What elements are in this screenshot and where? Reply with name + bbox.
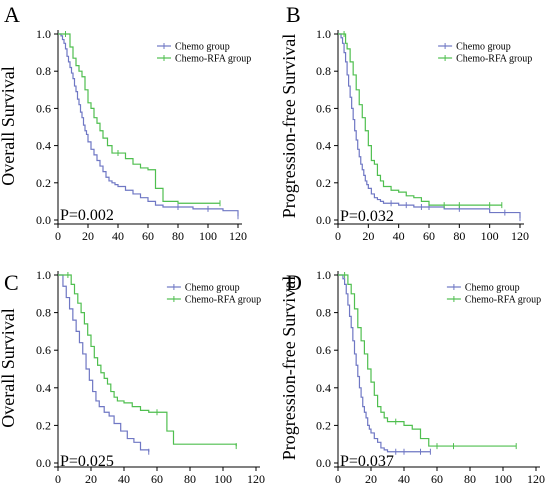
y-axis-label: Progression-free Survival bbox=[279, 276, 299, 460]
y-tick-label: 0.4 bbox=[36, 139, 51, 153]
x-tick-label: 100 bbox=[214, 472, 232, 486]
p-value-label: P=0.025 bbox=[60, 453, 114, 470]
x-tick-label: 60 bbox=[431, 472, 443, 486]
panel-letter: D bbox=[286, 270, 302, 295]
y-tick-label: 0.2 bbox=[316, 176, 331, 190]
x-tick-label: 0 bbox=[55, 229, 61, 243]
y-tick-label: 0.0 bbox=[36, 456, 51, 470]
x-tick-label: 120 bbox=[527, 472, 545, 486]
legend-entry: Chemo group bbox=[175, 42, 230, 53]
y-tick-label: 0.8 bbox=[316, 64, 331, 78]
y-tick-label: 1.0 bbox=[316, 268, 331, 282]
y-tick-label: 0.8 bbox=[36, 306, 51, 320]
y-tick-label: 1.0 bbox=[36, 27, 51, 41]
x-tick-label: 120 bbox=[229, 229, 247, 243]
p-value-label: P=0.037 bbox=[340, 453, 394, 470]
x-tick-label: 80 bbox=[464, 472, 476, 486]
panel-a: A Overall Survival 0.0 0.2 0.4 0.6 0.8 1.0 0 20 40… bbox=[0, 2, 251, 243]
x-tick-label: 60 bbox=[423, 229, 435, 243]
x-tick-label: 0 bbox=[55, 472, 61, 486]
legend-entry: Chemo-RFA group bbox=[465, 295, 541, 306]
km-curve-chemo bbox=[58, 274, 150, 452]
y-axis-label: Overall Survival bbox=[0, 66, 18, 185]
y-tick-label: 0.6 bbox=[36, 343, 51, 357]
legend-entry: Chemo-RFA group bbox=[175, 54, 251, 65]
y-tick-label: 0.0 bbox=[36, 213, 51, 227]
panel-letter: A bbox=[4, 2, 20, 27]
x-tick-label: 0 bbox=[335, 229, 341, 243]
km-curve-chemo bbox=[338, 33, 521, 219]
x-tick-label: 0 bbox=[335, 472, 341, 486]
km-curve-chemo bbox=[338, 274, 431, 453]
x-tick-label: 60 bbox=[151, 472, 163, 486]
y-tick-label: 0.8 bbox=[316, 306, 331, 320]
km-curve-chemo-rfa bbox=[338, 274, 517, 447]
y-tick-label: 0.0 bbox=[316, 213, 331, 227]
y-tick-label: 0.4 bbox=[36, 381, 51, 395]
y-tick-label: 0.2 bbox=[316, 418, 331, 432]
panel-b: B Progression-free Survival 0.0 0.2 0.4 0.6 0.… bbox=[279, 2, 532, 243]
x-tick-label: 20 bbox=[362, 229, 374, 243]
x-tick-label: 20 bbox=[365, 472, 377, 486]
x-tick-label: 40 bbox=[112, 229, 124, 243]
x-tick-label: 80 bbox=[184, 472, 196, 486]
legend-entry: Chemo-RFA group bbox=[456, 54, 532, 65]
y-axis-label: Overall Survival bbox=[0, 308, 18, 427]
x-tick-label: 40 bbox=[118, 472, 130, 486]
y-tick-label: 0.2 bbox=[36, 176, 51, 190]
x-tick-label: 120 bbox=[511, 229, 529, 243]
x-tick-label: 60 bbox=[142, 229, 154, 243]
x-tick-label: 100 bbox=[199, 229, 217, 243]
x-tick-label: 80 bbox=[453, 229, 465, 243]
x-tick-label: 40 bbox=[393, 229, 405, 243]
y-tick-label: 0.6 bbox=[316, 101, 331, 115]
y-tick-label: 0.4 bbox=[316, 139, 331, 153]
y-tick-label: 1.0 bbox=[36, 268, 51, 282]
legend-entry: Chemo group bbox=[465, 283, 520, 294]
x-tick-label: 120 bbox=[247, 472, 265, 486]
p-value-label: P=0.032 bbox=[340, 208, 394, 225]
legend-entry: Chemo group bbox=[456, 42, 511, 53]
y-tick-label: 0.6 bbox=[316, 343, 331, 357]
km-curve-chemo bbox=[58, 33, 239, 217]
km-curve-chemo-rfa bbox=[58, 274, 237, 447]
legend-entry: Chemo group bbox=[185, 283, 240, 294]
x-tick-label: 20 bbox=[85, 472, 97, 486]
x-tick-label: 100 bbox=[494, 472, 512, 486]
y-tick-label: 0.4 bbox=[316, 381, 331, 395]
y-tick-label: 0.0 bbox=[316, 456, 331, 470]
panel-letter: B bbox=[286, 2, 301, 27]
y-tick-label: 0.2 bbox=[36, 418, 51, 432]
x-tick-label: 80 bbox=[172, 229, 184, 243]
x-tick-label: 100 bbox=[481, 229, 499, 243]
x-tick-label: 20 bbox=[82, 229, 94, 243]
panel-c: C Overall Survival 0.0 0.2 0.4 0.6 0.8 1.0 0 20 40… bbox=[0, 268, 265, 486]
y-tick-label: 1.0 bbox=[316, 27, 331, 41]
y-axis-label: Progression-free Survival bbox=[279, 34, 299, 218]
legend-entry: Chemo-RFA group bbox=[185, 295, 261, 306]
p-value-label: P=0.002 bbox=[60, 207, 114, 224]
y-tick-label: 0.6 bbox=[36, 101, 51, 115]
x-tick-label: 40 bbox=[398, 472, 410, 486]
km-curve-chemo-rfa bbox=[58, 33, 220, 204]
y-tick-label: 0.8 bbox=[36, 64, 51, 78]
km-curve-chemo-rfa bbox=[338, 33, 502, 206]
panel-letter: C bbox=[4, 270, 19, 295]
